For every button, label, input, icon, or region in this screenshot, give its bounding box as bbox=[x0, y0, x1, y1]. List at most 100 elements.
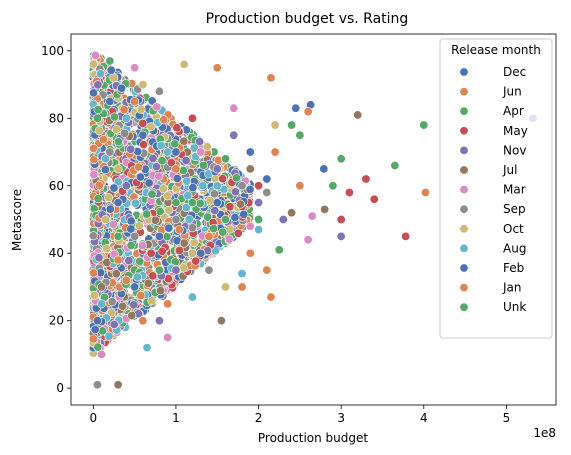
data-point bbox=[187, 113, 197, 123]
data-point bbox=[171, 164, 181, 174]
data-point bbox=[303, 107, 313, 117]
data-point bbox=[182, 176, 192, 186]
data-point bbox=[212, 63, 222, 73]
data-point bbox=[109, 112, 119, 122]
data-point bbox=[113, 231, 123, 241]
legend-label: Aug bbox=[503, 241, 526, 255]
data-point bbox=[295, 130, 305, 140]
data-point bbox=[245, 221, 255, 231]
data-point bbox=[278, 215, 288, 225]
legend-label: Jun bbox=[502, 85, 522, 99]
data-point bbox=[138, 118, 148, 128]
data-point bbox=[369, 194, 379, 204]
data-point bbox=[188, 183, 198, 193]
data-point bbox=[163, 333, 173, 343]
data-point bbox=[172, 123, 182, 133]
legend-box bbox=[439, 38, 553, 339]
data-point bbox=[121, 275, 131, 285]
data-point bbox=[118, 301, 128, 311]
data-point bbox=[229, 103, 239, 113]
data-point bbox=[134, 221, 144, 231]
data-point bbox=[164, 205, 174, 215]
data-point bbox=[328, 181, 338, 191]
legend-marker bbox=[459, 302, 469, 312]
legend-marker bbox=[459, 243, 469, 253]
data-point bbox=[113, 380, 123, 390]
legend-label: May bbox=[503, 124, 528, 138]
data-point bbox=[105, 56, 115, 66]
legend-label: Feb bbox=[503, 261, 524, 275]
y-tick-label: 20 bbox=[49, 314, 64, 328]
legend-label: Apr bbox=[503, 104, 524, 118]
data-point bbox=[89, 268, 99, 278]
data-point bbox=[179, 238, 189, 248]
data-point bbox=[245, 248, 255, 258]
data-point bbox=[237, 181, 247, 191]
data-point bbox=[187, 248, 197, 258]
data-point bbox=[93, 80, 103, 90]
data-point bbox=[134, 162, 144, 172]
data-point bbox=[121, 113, 131, 123]
data-point bbox=[287, 120, 297, 130]
y-tick-label: 60 bbox=[49, 179, 64, 193]
data-point bbox=[90, 50, 100, 60]
x-axis: 0 1 2 3 4 5 bbox=[89, 405, 510, 425]
data-point bbox=[319, 164, 329, 174]
data-point bbox=[138, 316, 148, 326]
legend: Release month Dec Jun Apr May Nov Jul Mar Sep Oc… bbox=[439, 38, 553, 339]
data-point bbox=[143, 278, 153, 288]
data-point bbox=[137, 241, 147, 251]
data-point bbox=[344, 188, 354, 198]
data-point bbox=[127, 311, 137, 321]
legend-label: Nov bbox=[503, 143, 526, 157]
data-point bbox=[189, 143, 199, 153]
data-point bbox=[230, 212, 240, 222]
data-point bbox=[99, 135, 109, 145]
data-point bbox=[170, 139, 180, 149]
data-point bbox=[154, 265, 164, 275]
y-tick-label: 40 bbox=[49, 246, 64, 260]
legend-marker bbox=[459, 224, 469, 234]
plot-points bbox=[88, 50, 538, 390]
legend-marker bbox=[459, 185, 469, 195]
data-point bbox=[92, 113, 102, 123]
data-point bbox=[266, 73, 276, 83]
x-tick-label: 3 bbox=[337, 411, 345, 425]
data-point bbox=[172, 174, 182, 184]
data-point bbox=[93, 105, 103, 115]
data-point bbox=[420, 188, 430, 198]
data-point bbox=[320, 204, 330, 214]
data-point bbox=[154, 86, 164, 96]
data-point bbox=[120, 128, 130, 138]
x-tick-label: 5 bbox=[503, 411, 511, 425]
data-point bbox=[129, 300, 139, 310]
data-point bbox=[210, 205, 220, 215]
y-tick-label: 100 bbox=[41, 44, 64, 58]
data-point bbox=[361, 174, 371, 184]
data-point bbox=[113, 255, 123, 265]
data-point bbox=[212, 181, 222, 191]
data-point bbox=[152, 102, 162, 112]
data-point bbox=[93, 342, 103, 352]
data-point bbox=[159, 184, 169, 194]
data-point bbox=[179, 136, 189, 146]
data-point bbox=[136, 290, 146, 300]
data-point bbox=[131, 198, 141, 208]
data-point bbox=[126, 216, 136, 226]
data-point bbox=[89, 155, 99, 165]
data-point bbox=[198, 160, 208, 170]
data-point bbox=[181, 203, 191, 213]
data-point bbox=[195, 198, 205, 208]
legend-label: Sep bbox=[503, 202, 526, 216]
x-tick-label: 2 bbox=[255, 411, 263, 425]
data-point bbox=[101, 215, 111, 225]
data-point bbox=[171, 215, 181, 225]
data-point bbox=[144, 178, 154, 188]
data-point bbox=[181, 156, 191, 166]
data-point bbox=[262, 174, 272, 184]
x-tick-label: 1 bbox=[172, 411, 180, 425]
data-point bbox=[419, 120, 429, 130]
legend-marker bbox=[459, 283, 469, 293]
data-point bbox=[113, 164, 123, 174]
legend-marker bbox=[459, 145, 469, 155]
